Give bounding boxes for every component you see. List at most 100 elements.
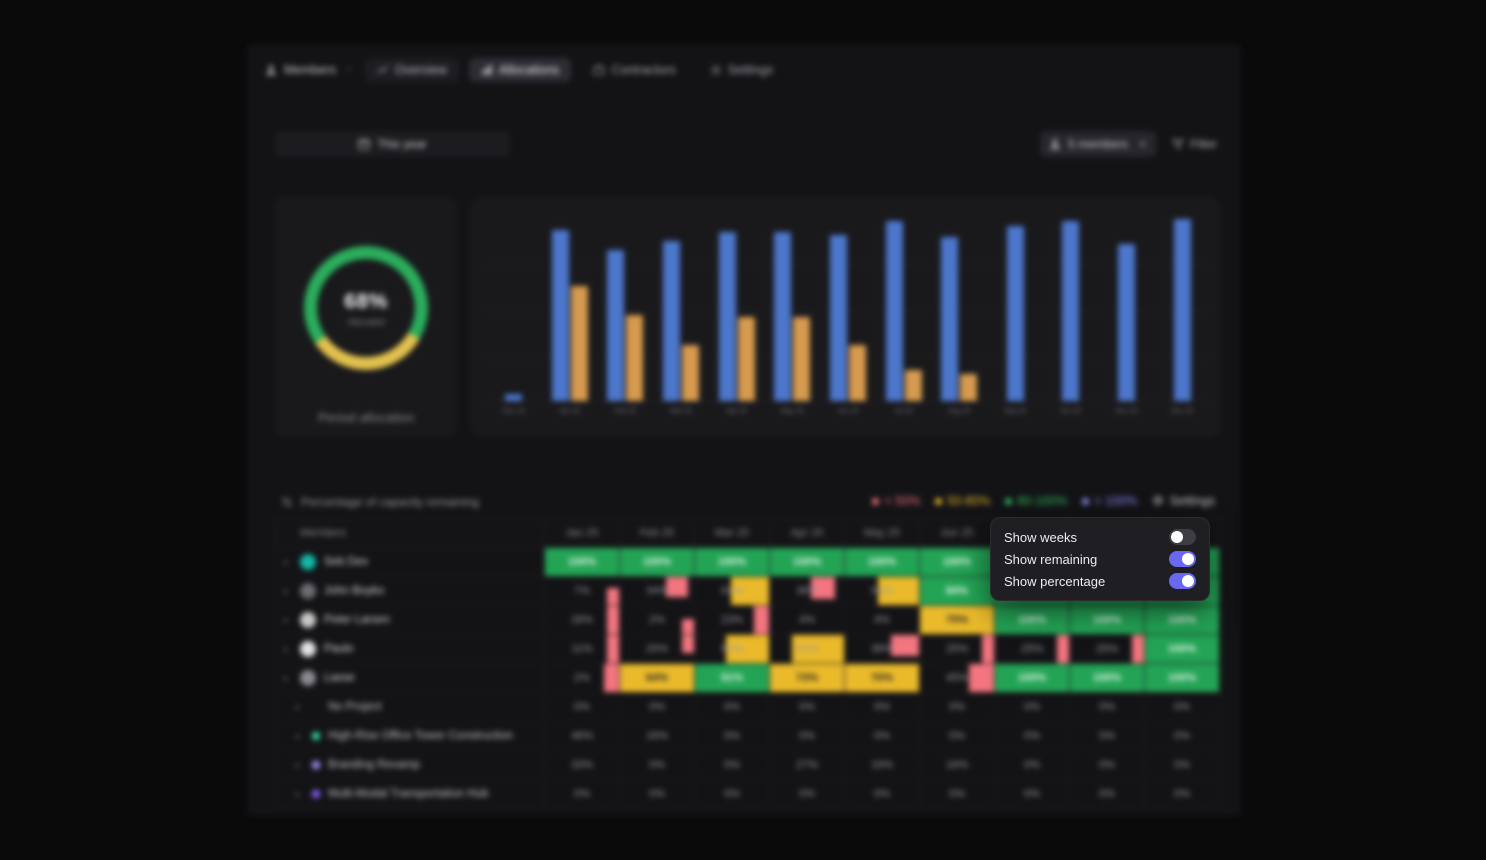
capacity-cell[interactable]: 34% bbox=[620, 577, 695, 606]
capacity-cell[interactable]: 0% bbox=[770, 722, 845, 751]
close-icon[interactable]: ✕ bbox=[1138, 138, 1148, 151]
table-settings-button[interactable]: ⚙ Settings bbox=[1152, 493, 1215, 509]
row-name-cell[interactable]: ▸ Seb Dev bbox=[275, 548, 545, 577]
capacity-cell[interactable]: 100% bbox=[845, 548, 920, 577]
capacity-cell[interactable]: 27% bbox=[770, 751, 845, 780]
capacity-cell[interactable]: 0% bbox=[1145, 780, 1220, 809]
capacity-cell[interactable]: 0% bbox=[845, 780, 920, 809]
capacity-cell[interactable]: 26% bbox=[545, 606, 620, 635]
capacity-cell[interactable]: 100% bbox=[770, 548, 845, 577]
capacity-cell[interactable]: 25% bbox=[1070, 635, 1145, 664]
capacity-cell[interactable]: 20% bbox=[620, 635, 695, 664]
capacity-cell[interactable]: 33% bbox=[545, 751, 620, 780]
capacity-cell[interactable]: 0% bbox=[995, 780, 1070, 809]
capacity-cell[interactable]: 45% bbox=[920, 664, 995, 693]
capacity-cell[interactable]: 0% bbox=[1145, 722, 1220, 751]
capacity-cell[interactable]: 0% bbox=[845, 693, 920, 722]
tab-overview[interactable]: Overview bbox=[364, 58, 459, 82]
capacity-cell[interactable]: 0% bbox=[1145, 693, 1220, 722]
row-name-cell[interactable]: ▸ John Boyko bbox=[275, 577, 545, 606]
capacity-cell[interactable]: 0% bbox=[1145, 751, 1220, 780]
capacity-cell[interactable]: 61% bbox=[770, 635, 845, 664]
capacity-cell[interactable]: 16% bbox=[845, 751, 920, 780]
capacity-cell[interactable]: 100% bbox=[995, 606, 1070, 635]
capacity-cell[interactable]: 0% bbox=[920, 722, 995, 751]
capacity-cell[interactable]: 0% bbox=[1070, 693, 1145, 722]
capacity-cell[interactable]: 0% bbox=[620, 780, 695, 809]
capacity-cell[interactable]: 73% bbox=[770, 664, 845, 693]
period-select[interactable]: This year bbox=[275, 131, 510, 157]
capacity-cell[interactable]: 100% bbox=[995, 664, 1070, 693]
capacity-cell[interactable]: 100% bbox=[1145, 635, 1220, 664]
capacity-cell[interactable]: 7% bbox=[545, 577, 620, 606]
row-name-cell[interactable]: ▸ High-Rise Office Tower Construction bbox=[275, 722, 545, 751]
capacity-cell[interactable]: 0% bbox=[995, 693, 1070, 722]
capacity-cell[interactable]: 0% bbox=[695, 693, 770, 722]
capacity-cell[interactable]: 75% bbox=[920, 606, 995, 635]
capacity-cell[interactable]: 61% bbox=[845, 577, 920, 606]
capacity-cell[interactable]: 38% bbox=[845, 635, 920, 664]
expand-chevron-icon[interactable]: ▸ bbox=[284, 643, 289, 654]
capacity-cell[interactable]: 4% bbox=[845, 606, 920, 635]
expand-chevron-icon[interactable]: ▸ bbox=[296, 730, 301, 741]
filter-button[interactable]: Filter bbox=[1172, 137, 1217, 151]
toggle-show-weeks[interactable] bbox=[1169, 529, 1196, 545]
row-name-cell[interactable]: ▸ Peter Larsen bbox=[275, 606, 545, 635]
expand-chevron-icon[interactable]: ▸ bbox=[284, 672, 289, 683]
capacity-cell[interactable]: 4% bbox=[770, 606, 845, 635]
capacity-cell[interactable]: 100% bbox=[620, 548, 695, 577]
capacity-cell[interactable]: 0% bbox=[695, 751, 770, 780]
toggle-show-remaining[interactable] bbox=[1169, 551, 1196, 567]
capacity-cell[interactable]: 0% bbox=[695, 722, 770, 751]
capacity-cell[interactable]: 0% bbox=[545, 693, 620, 722]
capacity-cell[interactable]: 0% bbox=[545, 780, 620, 809]
expand-chevron-icon[interactable]: ▸ bbox=[296, 788, 301, 799]
capacity-cell[interactable]: 0% bbox=[770, 780, 845, 809]
capacity-cell[interactable]: 100% bbox=[1145, 606, 1220, 635]
row-name-cell[interactable]: ▸ Branding Revamp bbox=[275, 751, 545, 780]
capacity-cell[interactable]: 61% bbox=[695, 635, 770, 664]
capacity-cell[interactable]: 100% bbox=[920, 548, 995, 577]
capacity-cell[interactable]: 16% bbox=[620, 722, 695, 751]
capacity-cell[interactable]: 38% bbox=[770, 577, 845, 606]
expand-chevron-icon[interactable]: ▸ bbox=[284, 556, 289, 567]
row-name-cell[interactable]: ▸ No Project bbox=[275, 693, 545, 722]
members-filter-chip[interactable]: 5 members ✕ bbox=[1040, 131, 1157, 157]
capacity-cell[interactable]: 0% bbox=[920, 780, 995, 809]
capacity-cell[interactable]: 100% bbox=[1145, 664, 1220, 693]
capacity-cell[interactable]: 100% bbox=[545, 548, 620, 577]
capacity-cell[interactable]: 0% bbox=[1070, 751, 1145, 780]
capacity-cell[interactable]: 0% bbox=[845, 722, 920, 751]
capacity-cell[interactable]: 61% bbox=[695, 577, 770, 606]
capacity-cell[interactable]: 84% bbox=[920, 577, 995, 606]
tab-allocations[interactable]: Allocations bbox=[468, 58, 572, 82]
expand-chevron-icon[interactable]: ▸ bbox=[284, 614, 289, 625]
capacity-cell[interactable]: 11% bbox=[545, 635, 620, 664]
capacity-cell[interactable]: 46% bbox=[545, 722, 620, 751]
capacity-cell[interactable]: 70% bbox=[845, 664, 920, 693]
capacity-cell[interactable]: 0% bbox=[620, 751, 695, 780]
expand-chevron-icon[interactable]: ▸ bbox=[284, 585, 289, 596]
breadcrumb[interactable]: Members › bbox=[261, 63, 355, 77]
row-name-cell[interactable]: ▸ Lasse bbox=[275, 664, 545, 693]
capacity-cell[interactable]: 25% bbox=[995, 635, 1070, 664]
capacity-cell[interactable]: 100% bbox=[1070, 664, 1145, 693]
capacity-cell[interactable]: 2% bbox=[620, 606, 695, 635]
expand-chevron-icon[interactable]: ▸ bbox=[296, 759, 301, 770]
capacity-cell[interactable]: 0% bbox=[995, 751, 1070, 780]
capacity-cell[interactable]: 100% bbox=[1070, 606, 1145, 635]
row-name-cell[interactable]: ▸ Paulo bbox=[275, 635, 545, 664]
capacity-cell[interactable]: 100% bbox=[695, 548, 770, 577]
capacity-cell[interactable]: 16% bbox=[920, 751, 995, 780]
capacity-cell[interactable]: 0% bbox=[770, 693, 845, 722]
capacity-cell[interactable]: 0% bbox=[1070, 722, 1145, 751]
tab-contractors[interactable]: Contractors bbox=[581, 58, 688, 82]
expand-chevron-icon[interactable]: ▸ bbox=[296, 701, 301, 712]
capacity-cell[interactable]: 0% bbox=[620, 693, 695, 722]
capacity-cell[interactable]: 2% bbox=[545, 664, 620, 693]
capacity-cell[interactable]: 91% bbox=[695, 664, 770, 693]
capacity-cell[interactable]: 64% bbox=[620, 664, 695, 693]
capacity-cell[interactable]: 0% bbox=[995, 722, 1070, 751]
toggle-show-percentage[interactable] bbox=[1169, 573, 1196, 589]
row-name-cell[interactable]: ▸ Multi-Modal Transportation Hub bbox=[275, 780, 545, 809]
